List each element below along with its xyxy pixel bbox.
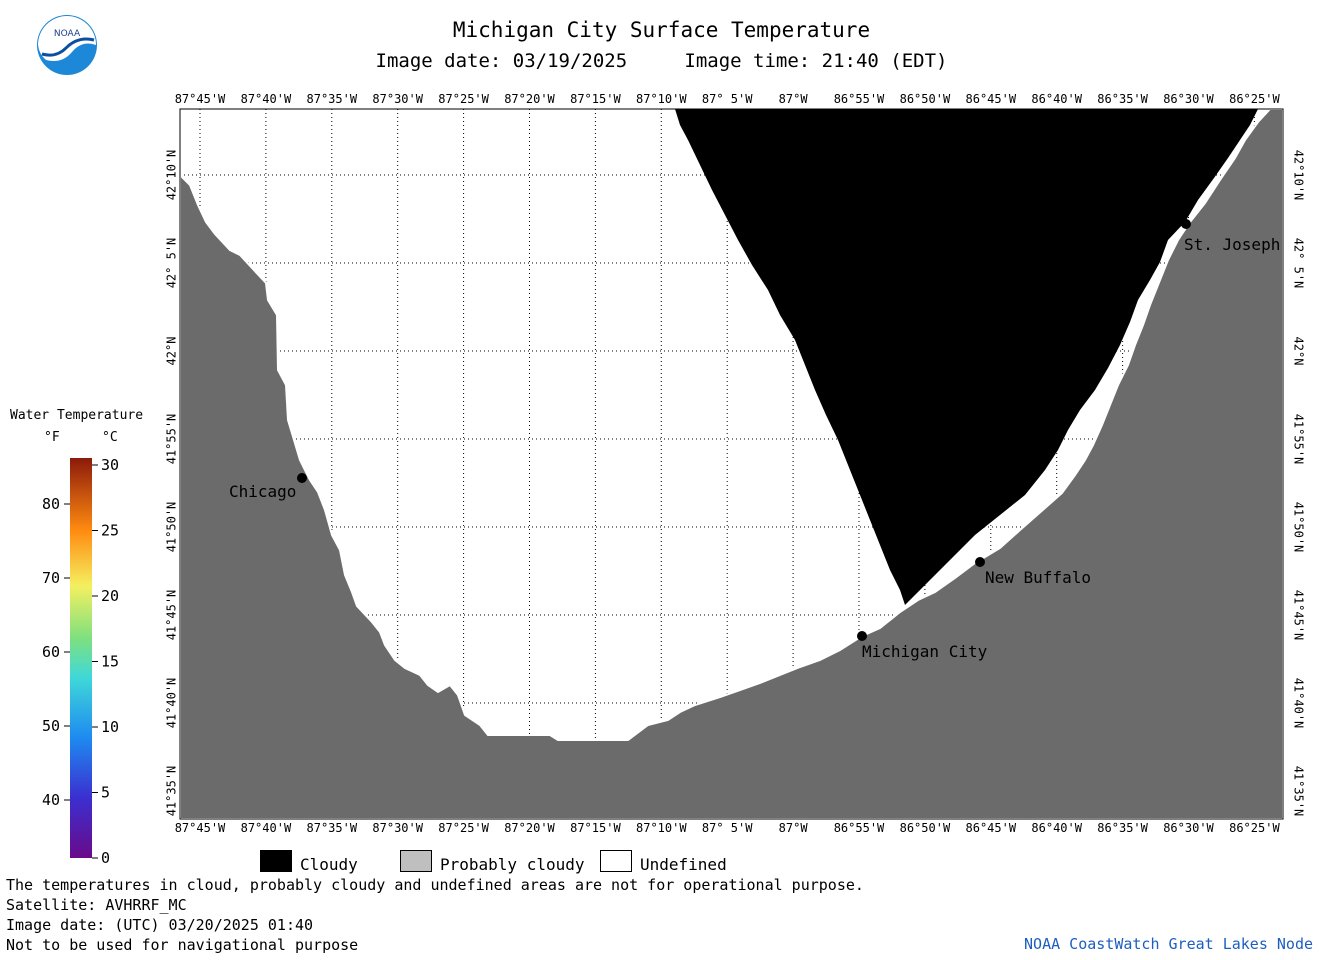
cb-label-c: 10	[101, 718, 119, 736]
cb-label-c: 0	[101, 849, 110, 867]
lon-label: 87°10'W	[636, 92, 687, 106]
footer-satellite: Satellite: AVHRRF_MC	[6, 896, 187, 914]
lon-label: 87°20'W	[504, 92, 555, 106]
lon-label: 86°50'W	[900, 92, 951, 106]
legend-label-probably-cloudy: Probably cloudy	[440, 855, 585, 874]
city-label-st-joseph: St. Joseph	[1184, 235, 1280, 254]
logo-text: NOAA	[54, 29, 81, 39]
cb-label-f: 40	[42, 791, 60, 809]
cb-label-c: 25	[101, 522, 119, 540]
footer-credit: NOAA CoastWatch Great Lakes Node	[1024, 935, 1313, 953]
axis-labels: 87°45'W 87°45'W 87°40'W 87°40'W 87°35'W 87°35…	[165, 92, 1306, 835]
lat-label: 42° 5'N	[1292, 238, 1306, 289]
city-label-chicago: Chicago	[229, 482, 296, 501]
lon-label: 86°35'W	[1097, 821, 1148, 835]
image-date: Image date: 03/19/2025	[375, 50, 628, 72]
lon-label: 86°40'W	[1031, 821, 1082, 835]
lon-label: 87°W	[779, 821, 809, 835]
lon-label: 86°50'W	[900, 821, 951, 835]
unit-fahrenheit: °F	[44, 430, 60, 445]
lat-label: 41°45'N	[1292, 590, 1306, 641]
lon-label: 86°30'W	[1163, 821, 1214, 835]
unit-celsius: °C	[102, 430, 118, 445]
lon-label: 86°25'W	[1229, 92, 1280, 106]
lon-label: 87°40'W	[241, 821, 292, 835]
lon-label: 87°35'W	[307, 821, 358, 835]
lon-label: 86°25'W	[1229, 821, 1280, 835]
lon-label: 86°55'W	[834, 821, 885, 835]
cb-label-c: 15	[101, 653, 119, 671]
lat-label: 42°N	[1292, 337, 1306, 366]
cb-label-c: 30	[101, 456, 119, 474]
lon-label: 87°30'W	[372, 92, 423, 106]
lon-label: 86°30'W	[1163, 92, 1214, 106]
noaa-logo: NOAA	[37, 15, 97, 75]
legend-swatch-probably-cloudy	[400, 850, 432, 872]
lon-label: 87°25'W	[438, 92, 489, 106]
city-marker-chicago	[297, 473, 307, 483]
footer-disclaimer: The temperatures in cloud, probably clou…	[6, 876, 864, 894]
temperature-color-bar	[70, 458, 92, 858]
lon-label: 86°40'W	[1031, 92, 1082, 106]
lon-label: 87°15'W	[570, 92, 621, 106]
lat-label: 41°50'N	[165, 502, 179, 553]
city-marker-michigan-city	[857, 631, 867, 641]
cb-label-f: 80	[42, 495, 60, 513]
cloud-region	[675, 109, 1258, 605]
lon-label: 86°35'W	[1097, 92, 1148, 106]
lat-label: 41°40'N	[165, 678, 179, 729]
legend-swatch-cloudy	[260, 850, 292, 872]
legend-swatch-undefined	[600, 850, 632, 872]
footer-navigation-warning: Not to be used for navigational purpose	[6, 936, 359, 954]
map-title: Michigan City Surface Temperature	[452, 18, 871, 42]
footer-utc-date: Image date: (UTC) 03/20/2025 01:40	[6, 916, 314, 934]
lat-label: 41°35'N	[165, 766, 179, 817]
lon-label: 86°55'W	[834, 92, 885, 106]
cb-label-c: 5	[101, 784, 110, 802]
lat-label: 42°N	[165, 337, 179, 366]
cb-label-c: 20	[101, 587, 119, 605]
lon-label: 87°25'W	[438, 821, 489, 835]
cb-label-f: 50	[42, 717, 60, 735]
lon-label: 86°45'W	[966, 821, 1017, 835]
lat-label: 41°55'N	[1292, 414, 1306, 465]
city-marker-st-joseph	[1181, 219, 1191, 229]
legend-title: Water Temperature	[10, 408, 144, 423]
city-marker-new-buffalo	[975, 557, 985, 567]
legend-label-undefined: Undefined	[640, 855, 727, 874]
legend-label-cloudy: Cloudy	[300, 855, 358, 874]
lat-label: 41°50'N	[1292, 502, 1306, 553]
cb-label-f: 60	[42, 643, 60, 661]
lat-label: 41°45'N	[165, 590, 179, 641]
lat-label: 41°40'N	[1292, 678, 1306, 729]
image-time: Image time: 21:40 (EDT)	[684, 50, 948, 72]
lon-label: 87°30'W	[372, 821, 423, 835]
lon-label: 87° 5'W	[702, 92, 753, 106]
map-frame	[179, 108, 1284, 820]
lon-label: 87°45'W	[175, 821, 226, 835]
land-area	[179, 108, 1284, 820]
city-label-michigan-city: Michigan City	[862, 642, 988, 661]
lon-label: 87°15'W	[570, 821, 621, 835]
lat-label: 41°55'N	[165, 414, 179, 465]
city-label-new-buffalo: New Buffalo	[985, 568, 1091, 587]
lon-label: 87°35'W	[307, 92, 358, 106]
lon-label: 87°20'W	[504, 821, 555, 835]
lon-label: 87°10'W	[636, 821, 687, 835]
cb-label-f: 70	[42, 569, 60, 587]
lat-label: 41°35'N	[1292, 766, 1306, 817]
image-datetime: Image date: 03/19/2025 Image time: 21:40…	[0, 50, 1323, 72]
lon-label: 87°W	[779, 92, 809, 106]
lon-label: 87°40'W	[241, 92, 292, 106]
lat-label: 42°10'N	[165, 150, 179, 201]
lon-label: 87° 5'W	[702, 821, 753, 835]
lat-label: 42° 5'N	[165, 238, 179, 289]
lat-label: 42°10'N	[1292, 150, 1306, 201]
lon-label: 86°45'W	[966, 92, 1017, 106]
lon-label: 87°45'W	[175, 92, 226, 106]
